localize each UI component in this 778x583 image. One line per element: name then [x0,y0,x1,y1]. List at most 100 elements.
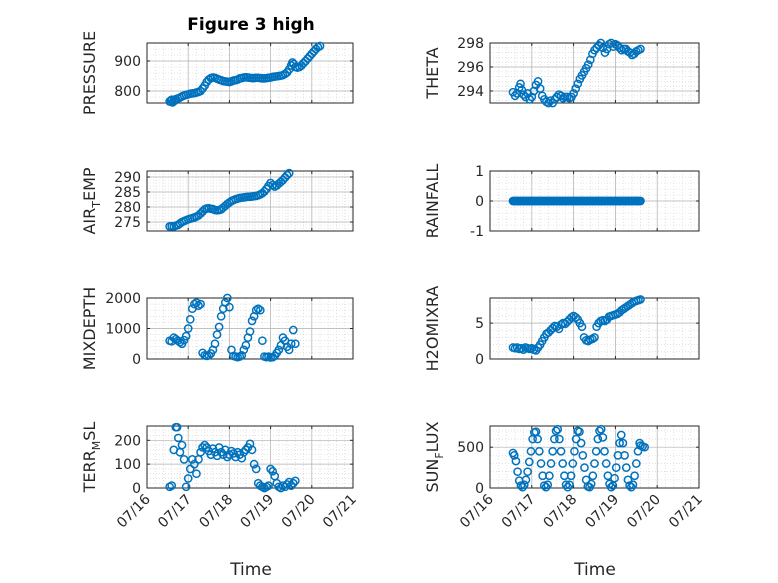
data-point [534,446,544,456]
data-point [586,479,596,489]
data-point [253,304,263,314]
data-point [591,446,601,456]
data-point [577,322,587,332]
data-point [620,451,629,460]
x-tick-label: 07/17 [155,492,195,532]
y-axis-label-subscript: T [90,201,103,209]
y-axis-label-subscript: F [433,452,446,458]
x-axis-label-right: Time [573,560,616,580]
y-axis-label-main: PRESSURE [80,31,99,115]
data-point [610,473,619,483]
data-point [214,322,224,332]
y-tick-label: 100 [114,457,141,473]
y-tick-label: 2000 [105,291,141,307]
data-point [570,446,579,456]
data-point [606,482,616,492]
data-point [640,442,650,452]
subplot-theta: 294 296 298 THETA [423,36,700,108]
data-point [566,471,576,481]
data-point [241,445,251,455]
data-point [533,434,543,444]
data-point [608,42,618,51]
data-point [276,483,286,493]
data-point [255,305,265,315]
data-point [615,438,624,448]
y-axis-label-main: H2OMIXRA [423,286,442,372]
data-point [266,464,275,474]
y-tick-label: 900 [114,54,141,70]
data-point [628,480,638,490]
x-tick-label: 07/19 [238,492,278,532]
data-point [315,41,325,51]
data-point [198,443,207,452]
data-point [526,446,536,456]
y-tick-label: 800 [114,84,141,100]
data-point [623,475,633,485]
y-tick-label: -1 [470,224,484,240]
data-point [179,455,189,464]
data-point [185,315,195,324]
data-point [551,426,561,436]
data-point [571,84,581,93]
data-point [601,459,611,468]
data-point [596,424,606,434]
data-point [181,482,191,492]
data-point [286,339,296,349]
data-point [595,426,604,436]
data-point [210,339,220,349]
data-point [260,187,269,196]
subplots: 800 900 PRESSURE 294 296 298 THETA 275280285290… [80,31,706,531]
data-point [527,343,537,353]
subplot-pressure: 800 900 PRESSURE [80,31,354,115]
data-point [519,480,529,490]
data-point [524,457,534,467]
x-tick-label: 07/18 [541,492,581,532]
data-point [227,446,236,456]
y-axis-label-subscript: M [90,441,103,451]
figure-title: Figure 3 high [187,15,315,35]
data-point [516,481,526,490]
data-point [517,343,526,353]
subplot-mixdepth: 0 1000 2000 MIXDEPTH [80,287,354,370]
data-point [568,459,578,468]
data-point [509,451,519,460]
y-axis-label: PRESSURE [80,31,99,115]
data-point [513,467,522,477]
data-point [181,331,191,341]
x-tick-label: 07/16 [457,491,497,531]
data-point [616,430,626,440]
y-axis-label-rest: LUX [423,421,442,452]
data-point [615,43,624,53]
data-point [552,322,562,332]
y-axis-label-main: RAINFALL [423,164,442,239]
data-point [546,459,556,468]
data-point [575,427,584,437]
data-point [196,299,205,309]
data-point [598,433,608,442]
y-tick-label: 5 [475,316,484,332]
data-point [543,480,553,490]
data-point [290,339,300,349]
data-point [204,350,214,360]
data-point [573,79,583,89]
y-axis-label: H2OMIXRA [423,286,442,372]
data-point [282,170,292,180]
data-point [545,471,554,481]
y-tick-label: 275 [114,215,141,231]
x-axis-label-left: Time [229,560,272,580]
y-axis-label: RAINFALL [423,164,442,239]
axes-box [489,42,700,104]
y-tick-label: 0 [475,194,484,210]
y-axis-label-main: SUN [423,459,442,493]
data-point [636,196,645,206]
data-point [630,471,639,481]
data-point [511,456,521,466]
data-point [194,301,203,310]
y-axis-label: TERRMSL [80,422,103,494]
subplot-sun: 0 500 07/16 07/17 07/18 07/19 07/20 07/21 SUNFLU… [423,421,706,531]
data-point [173,433,183,443]
data-point [553,424,563,434]
data-point [172,422,182,432]
data-point [288,478,298,488]
data-point [544,98,553,108]
